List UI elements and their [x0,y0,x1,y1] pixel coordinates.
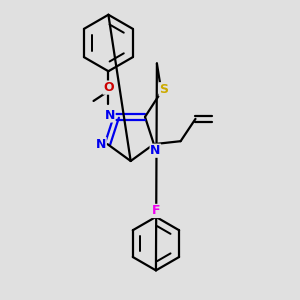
Text: O: O [103,81,114,94]
Text: F: F [152,204,160,218]
Text: N: N [105,109,115,122]
Text: N: N [96,138,106,151]
Text: S: S [159,83,168,96]
Text: N: N [150,144,161,157]
